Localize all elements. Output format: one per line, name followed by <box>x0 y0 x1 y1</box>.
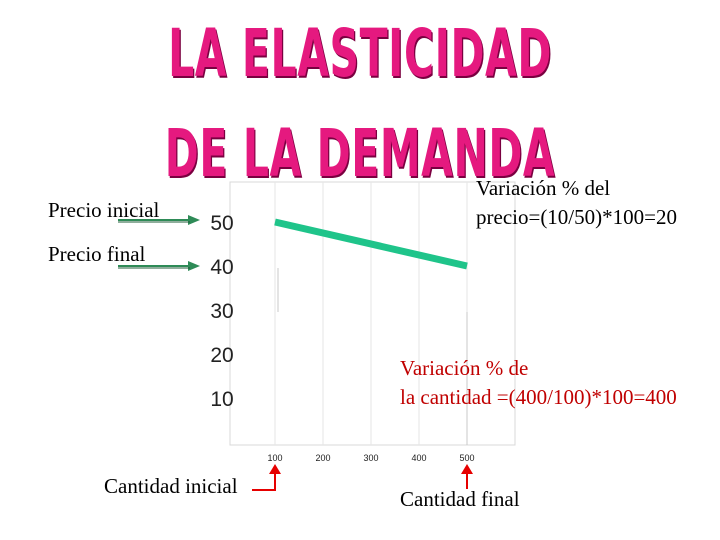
cantidad-final-arrow <box>461 464 473 489</box>
arrow-head <box>269 464 281 474</box>
page-title: LA ELASTICIDAD DE LA DEMANDA <box>164 15 556 192</box>
plot-frame <box>229 181 516 446</box>
precio-final-arrow <box>118 261 200 271</box>
chart-grid <box>229 181 516 446</box>
precio-final-label: Precio final <box>48 242 146 266</box>
variacion-precio-line2: precio=(10/50)*100=20 <box>476 205 677 229</box>
cantidad-inicial-arrow <box>252 464 281 491</box>
arrow-head <box>188 215 200 225</box>
x-tick-label: 500 <box>459 453 474 463</box>
x-tick-label: 400 <box>411 453 426 463</box>
y-tick-label: 10 <box>210 388 233 411</box>
y-tick-label: 30 <box>210 300 233 323</box>
y-tick-label: 40 <box>210 256 233 279</box>
x-tick-label: 100 <box>267 453 282 463</box>
cantidad-final-label: Cantidad final <box>400 487 520 511</box>
cantidad-inicial-label: Cantidad inicial <box>104 474 238 498</box>
chart-series <box>274 218 468 270</box>
arrow-head <box>461 464 473 474</box>
x-tick-label: 300 <box>363 453 378 463</box>
variacion-cantidad-line2: la cantidad =(400/100)*100=400 <box>400 385 677 409</box>
y-tick-label: 20 <box>210 344 233 367</box>
y-tick-label: 50 <box>210 212 233 235</box>
chart-ticks: 50 40 30 20 10 100 200 300 400 500 <box>210 212 474 463</box>
precio-inicial-label: Precio inicial <box>48 198 160 222</box>
precio-inicial-arrow <box>118 215 200 225</box>
variacion-cantidad-line1: Variación % de <box>400 356 529 380</box>
x-tick-label: 200 <box>315 453 330 463</box>
variacion-precio-line1: Variación % del <box>476 176 611 200</box>
arrow-head <box>188 261 200 271</box>
chart-arrows <box>118 215 473 491</box>
arrow-shaft <box>252 472 276 491</box>
demand-line <box>274 218 468 270</box>
